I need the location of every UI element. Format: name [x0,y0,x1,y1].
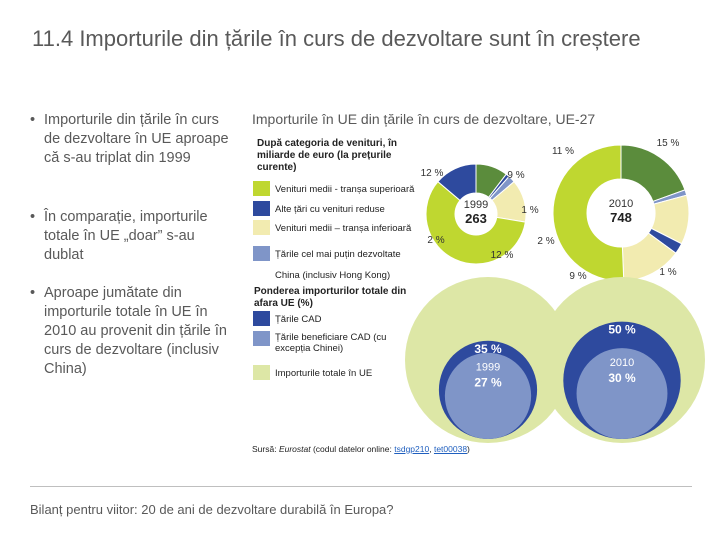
donut-1999-label-lower-middle: 12 % [491,250,514,261]
donut-2010-label-other-ring: 11 % [552,146,574,157]
source-link-tsdgp210[interactable]: tsdgp210 [394,444,430,454]
source-name: Eurostat [278,444,311,454]
legend-swatch-least-developed [253,246,270,261]
source-suffix: ) [467,444,470,454]
legend-swatch-other-low [253,201,270,216]
source-link-tet00038[interactable]: tet00038 [433,444,468,454]
legend-swatch-total [253,365,270,380]
donut-2010-slice-upper-middle [552,144,625,282]
legend-income-heading: După categoria de venituri, în miliarde … [257,138,398,173]
legend-label-china: China (inclusiv Hong Kong) [275,270,391,281]
donut-1999-slice-upper-middle [425,180,526,265]
legend-label-lower-middle: Venituri medii – tranșa inferioară [275,223,412,234]
footer-divider [30,486,692,487]
source-middle: (codul datelor online: [310,444,395,454]
legend-swatch-upper-middle [253,181,270,196]
bullet-text: Aproape jumătate din importurile totale … [44,285,227,377]
donut-2010-center-total: 748 [610,210,632,225]
slide-title-text: Importurile din țările în curs de dezvol… [79,26,641,51]
share-1999-year-label: 1999 [476,362,500,374]
share-2010-year-label: 2010 [610,357,634,369]
donut-2010-label-other-low: 1 % [659,267,676,278]
donut-1999-label-other-low: 1 % [521,205,538,216]
bullet-text: Importurile din țările în curs de dezvol… [44,112,229,166]
bullet-text: În comparație, importurile totale în UE … [44,209,208,263]
share-1999-cad-label: 27 % [474,376,502,390]
donut-2010-center-year: 2010 [609,198,633,210]
chart-title: Importurile în UE din țările în curs de … [252,111,596,127]
legend-swatch-lower-middle [253,220,270,235]
donut-1999-label-china: 12 % [421,168,444,179]
legend-share-heading: Ponderea importurilor totale din afara U… [254,286,407,309]
source-sep: , [429,444,434,454]
donut-2010-label-least-developed: 2 % [537,236,554,247]
donut-1999-label-least-developed: 2 % [427,235,444,246]
share-1999-ldc-label: 35 % [474,342,502,356]
source-prefix: Sursă: [252,444,279,454]
legend-label-upper-middle: Venituri medii - tranșa superioară [275,184,415,195]
footer-text: Bilanț pentru viitor: 20 de ani de dezvo… [30,502,394,517]
share-2010-ldc-label: 50 % [608,323,636,337]
bullet-dot: • [30,285,36,301]
bullet-1: • Importurile din țările în curs de dezv… [30,111,235,168]
share-2010-cad-label: 30 % [608,371,636,385]
bullet-3: • Aproape jumătate din importurile total… [30,284,235,379]
share-2010-cad-circle [576,348,668,439]
legend-label-total: Importurile totale în UE [275,368,373,379]
bullet-2: • În comparație, importurile totale în U… [30,208,235,265]
legend-label-ldc: Țările CAD [275,314,322,325]
legend-label-cad: Țările beneficiare CAD (cu excepția Chin… [275,332,387,354]
donut-1999-center-year: 1999 [464,199,488,211]
legend-label-other-low: Alte țări cu venituri reduse [275,204,385,215]
source-note: Sursă: Eurostat (codul datelor online: t… [252,444,470,454]
share-1999-cad-circle [444,352,532,440]
donut-2010-label-china: 15 % [657,138,680,149]
donut-1999-center-total: 263 [465,211,487,226]
legend-swatch-ldc [253,311,270,326]
slide-title-number: 11.4 [32,26,74,51]
legend-swatch-cad [253,331,270,346]
donut-2010-label-lower-middle: 9 % [569,271,586,282]
bullet-dot: • [30,209,36,225]
bullet-dot: • [30,112,36,128]
legend-label-least-developed: Țările cel mai puțin dezvoltate [275,249,401,260]
donut-1999-slice-china [437,163,477,202]
donut-1999-label-other-ring: 9 % [507,170,524,181]
slide-title: 11.4 Importurile din țările în curs de d… [32,24,692,53]
